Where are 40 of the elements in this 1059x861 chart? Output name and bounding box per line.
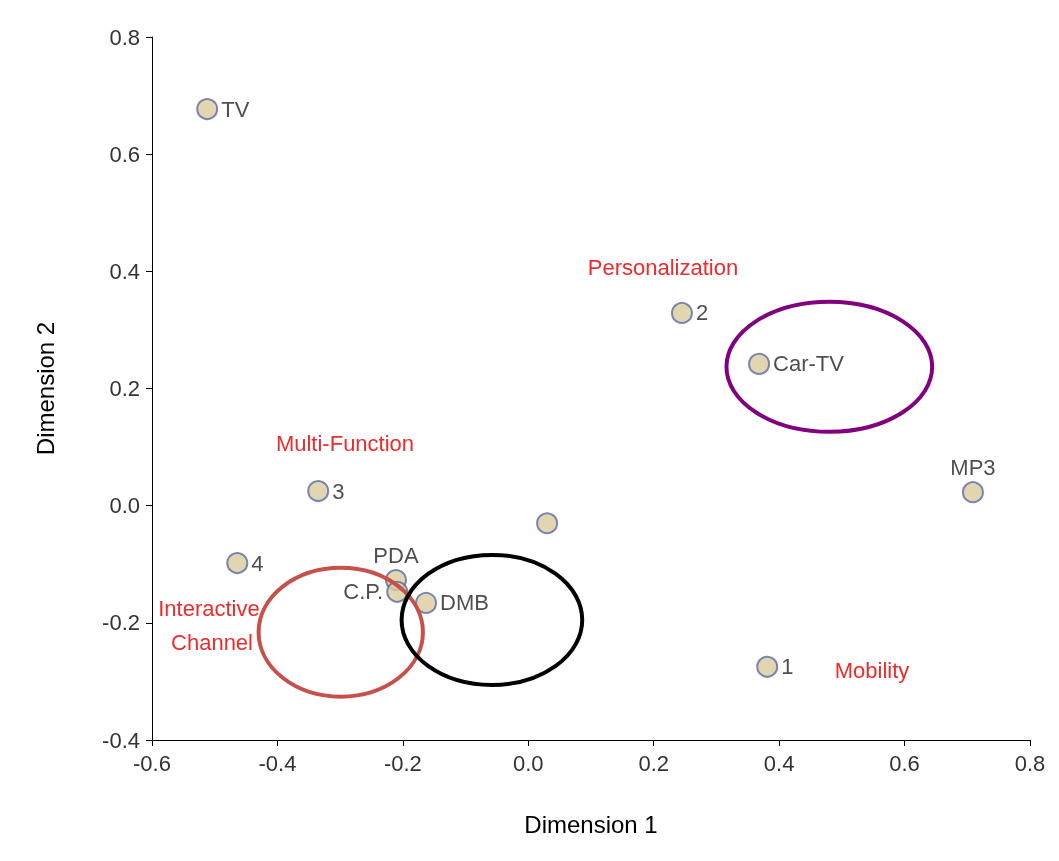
y-tick-label: 0.0 [109, 493, 140, 519]
x-tick-label: -0.4 [258, 750, 297, 776]
y-tick-label: -0.4 [102, 727, 140, 753]
annotation: Multi-Function [275, 430, 415, 456]
x-tick-label: 0.8 [1014, 750, 1046, 776]
x-tick-label: 0.6 [889, 750, 920, 776]
x-tick-label: 0.2 [638, 750, 670, 776]
series-label: PDA [373, 542, 419, 568]
series-label: 3 [332, 478, 345, 504]
series-label: 4 [251, 550, 264, 576]
y-tick-label: 0.6 [109, 141, 140, 167]
series-label: 2 [695, 300, 709, 326]
point [670, 301, 693, 324]
y-tick-label: 0.4 [109, 258, 140, 284]
x-tick-label: 0.0 [512, 750, 544, 776]
point [536, 512, 559, 535]
y-tick-label: -0.2 [102, 610, 140, 636]
annotation: Mobility [834, 657, 910, 683]
point [415, 591, 438, 614]
x-tick-label: -0.2 [383, 750, 422, 776]
series-label: 1 [781, 654, 794, 680]
y-axis-title: Dimension 2 [31, 321, 59, 456]
point [226, 552, 249, 575]
y-tick-label: 0.8 [109, 24, 140, 50]
series-label: Car-TV [773, 351, 845, 377]
point [961, 481, 984, 504]
annotation: Personalization [587, 254, 739, 280]
x-axis-title: Dimension 1 [524, 810, 658, 838]
point [307, 480, 330, 503]
y-tick-label: 0.2 [109, 376, 140, 401]
point [196, 98, 219, 121]
x-tick-label: -0.6 [133, 750, 171, 776]
annotation: Interactive Channel [158, 595, 266, 655]
series-label: TV [221, 96, 250, 122]
point [748, 352, 771, 375]
series-label: C.P. [343, 579, 384, 605]
series-label: DMB [440, 590, 489, 616]
x-tick-label: 0.4 [763, 750, 795, 776]
point [756, 655, 779, 678]
series-label: MP3 [950, 454, 996, 480]
